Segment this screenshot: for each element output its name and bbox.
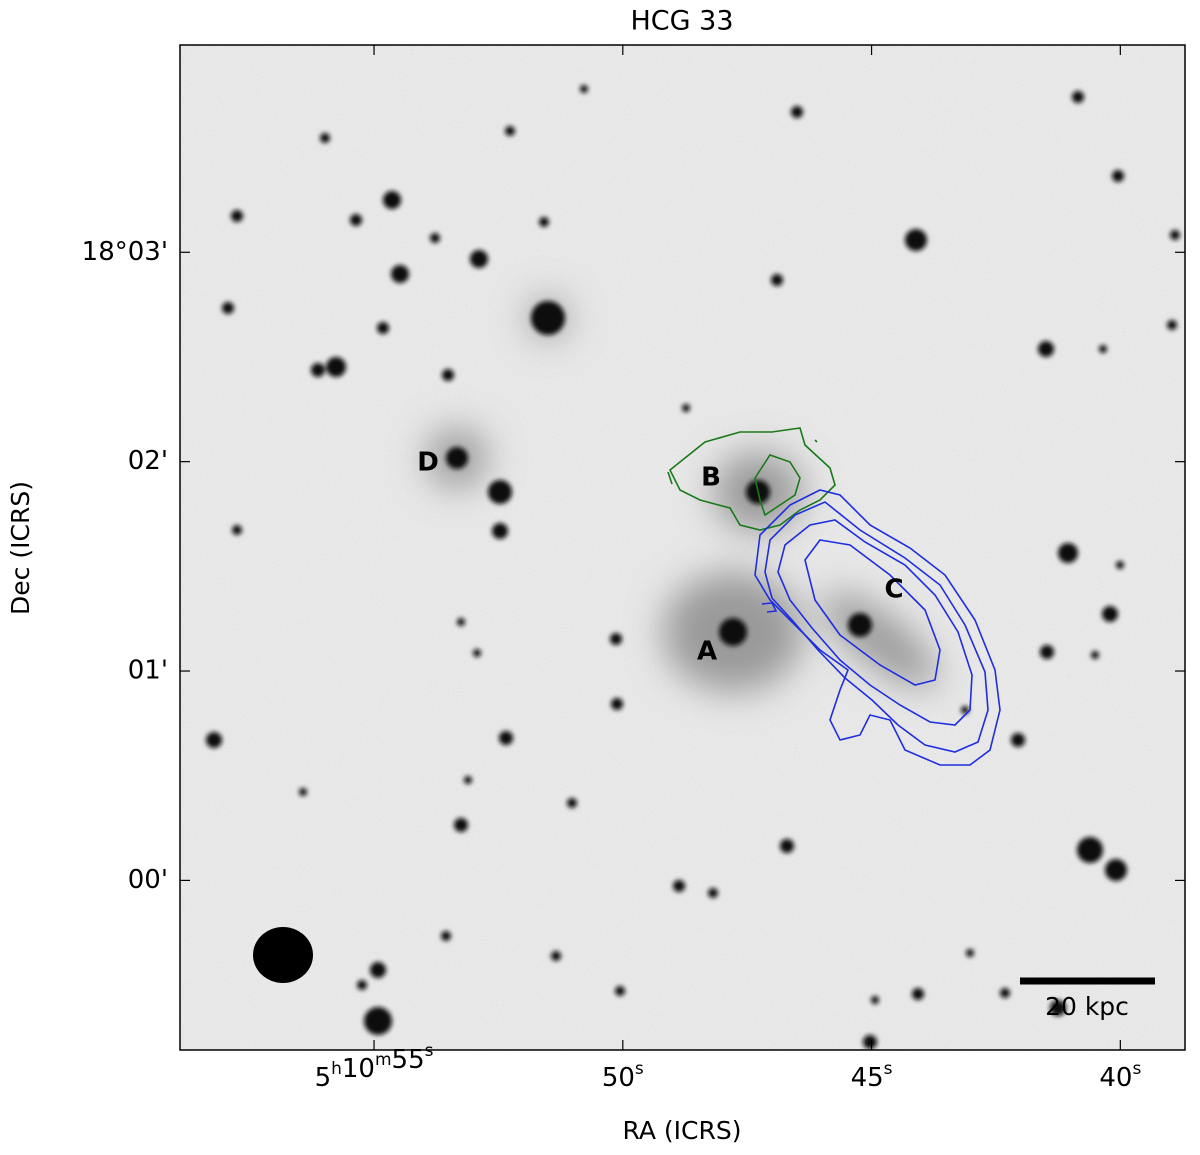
star (499, 731, 513, 745)
star (1077, 837, 1103, 863)
star (299, 788, 307, 796)
star (611, 698, 623, 710)
star (320, 133, 330, 143)
galaxy-labels: A B C D (417, 448, 903, 667)
y-tick-label: 00' (128, 865, 168, 895)
star (615, 986, 625, 996)
star (531, 301, 565, 335)
star (771, 274, 783, 286)
star (357, 980, 367, 990)
annotation: B (701, 463, 721, 493)
y-axis-label: Dec (ICRS) (6, 481, 35, 615)
star (551, 951, 561, 961)
star (1050, 1000, 1066, 1016)
x-tick-label: 50s (602, 1059, 644, 1093)
star (848, 613, 872, 637)
star (470, 250, 488, 268)
star (1058, 543, 1078, 563)
x-tick-label: 45s (851, 1059, 893, 1093)
star (780, 839, 794, 853)
star (488, 480, 512, 504)
contours (667, 427, 1001, 766)
star (441, 931, 451, 941)
star (370, 962, 386, 978)
star (311, 363, 325, 377)
star (377, 322, 389, 334)
star (1099, 345, 1107, 353)
star (457, 618, 465, 626)
y-tick-label: 18°03' (82, 237, 168, 267)
star (1170, 230, 1180, 240)
star (326, 357, 346, 377)
x-tick-label: 5h10m55s (315, 1041, 434, 1093)
star (206, 732, 222, 748)
star (464, 776, 472, 784)
star (1000, 988, 1010, 998)
star (473, 649, 481, 657)
star (905, 229, 927, 251)
star (454, 818, 468, 832)
chart-title: HCG 33 (630, 6, 733, 37)
scale-bar-label: 20 kpc (1045, 992, 1129, 1021)
sky-image (180, 45, 1185, 1050)
star (1040, 645, 1054, 659)
star (505, 126, 515, 136)
star (350, 214, 362, 226)
plot-frame (179, 44, 1186, 1051)
star (391, 265, 409, 283)
star (1102, 606, 1118, 622)
star (708, 888, 718, 898)
star (610, 633, 622, 645)
star (1091, 651, 1099, 659)
star (539, 217, 549, 227)
star (871, 996, 879, 1004)
star (231, 210, 243, 222)
star (1112, 170, 1124, 182)
y-tick-label: 02' (128, 446, 168, 476)
star (1105, 859, 1127, 881)
star (1011, 733, 1025, 747)
star (364, 1007, 392, 1035)
star (1116, 561, 1124, 569)
beam (253, 927, 313, 983)
star (863, 1035, 877, 1049)
annotation: C (884, 575, 903, 605)
star (442, 369, 454, 381)
star (1072, 91, 1084, 103)
star (912, 988, 924, 1000)
star (719, 618, 747, 646)
star (966, 949, 974, 957)
star (383, 191, 401, 209)
star (232, 525, 242, 535)
y-tick-label: 01' (128, 656, 168, 686)
annotation: A (697, 637, 717, 667)
star (1167, 320, 1177, 330)
star (682, 404, 690, 412)
star (791, 106, 803, 118)
star (673, 880, 685, 892)
x-axis-label: RA (ICRS) (623, 1116, 742, 1145)
star (446, 447, 468, 469)
star (1038, 341, 1054, 357)
x-tick-label: 40s (1099, 1059, 1141, 1093)
annotation: D (417, 448, 439, 478)
star (222, 302, 234, 314)
star (567, 798, 577, 808)
star (430, 233, 440, 243)
star (580, 85, 588, 93)
star (492, 523, 508, 539)
